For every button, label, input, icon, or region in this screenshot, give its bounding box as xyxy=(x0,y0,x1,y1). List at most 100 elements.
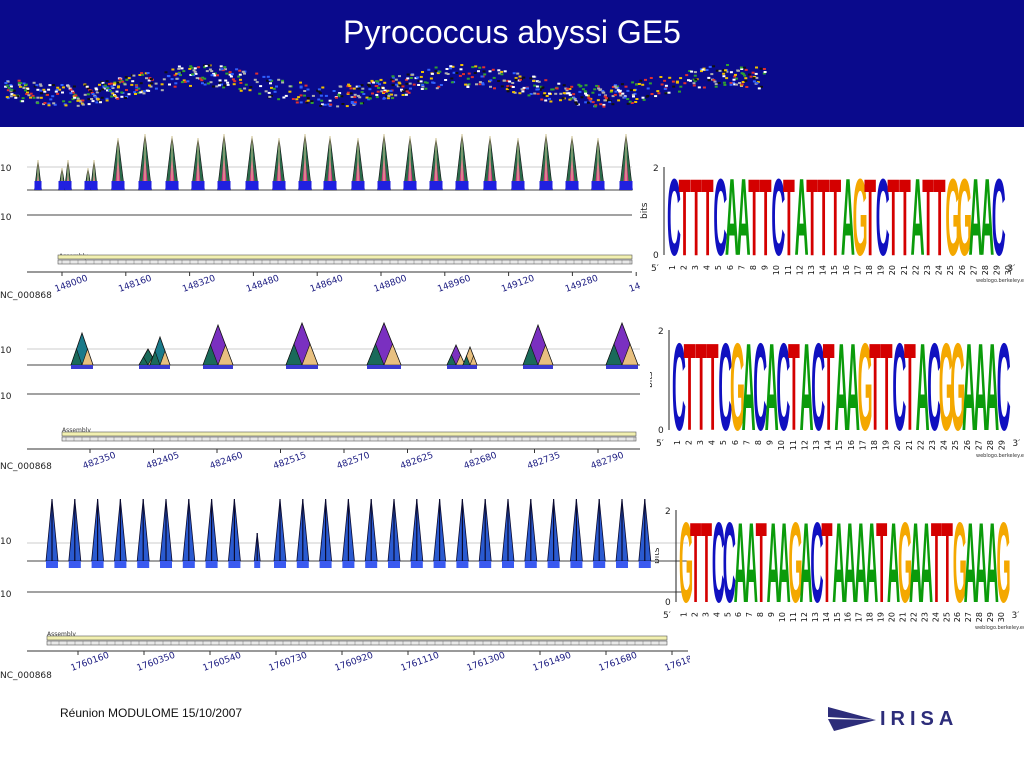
dna-fragment xyxy=(692,82,696,85)
dna-fragment xyxy=(16,95,20,98)
logo-letter: A xyxy=(832,500,845,627)
dna-fragment xyxy=(685,74,689,77)
dna-fragment xyxy=(478,81,482,84)
dna-fragment xyxy=(598,89,602,92)
dna-fragment xyxy=(516,72,520,75)
dna-fragment xyxy=(535,80,539,83)
logo-letter: T xyxy=(904,318,916,456)
dna-fragment xyxy=(150,82,153,85)
dna-fragment xyxy=(105,97,109,100)
logo-letter: A xyxy=(974,318,988,456)
dna-fragment xyxy=(736,69,740,72)
dna-fragment xyxy=(744,68,748,71)
dna-fragment xyxy=(421,85,425,88)
ruler-tick-label: 1761490 xyxy=(532,651,573,674)
dna-fragment xyxy=(637,83,641,85)
dna-fragment xyxy=(419,75,423,78)
dna-fragment xyxy=(180,81,184,84)
coverage-peak xyxy=(511,137,525,191)
dna-fragment xyxy=(324,94,328,97)
logo-letter: T xyxy=(823,318,835,456)
dna-fragment xyxy=(338,92,342,95)
logo-letter: A xyxy=(765,318,779,456)
logo-letter: A xyxy=(834,318,848,456)
dna-fragment xyxy=(572,93,576,96)
dna-fragment xyxy=(526,87,529,90)
dna-fragment xyxy=(539,85,543,88)
dna-fragment xyxy=(503,70,507,73)
dna-fragment xyxy=(633,92,637,95)
dna-fragment xyxy=(754,72,758,75)
dna-fragment xyxy=(489,79,493,82)
dna-fragment xyxy=(48,84,52,87)
dna-fragment xyxy=(346,92,350,95)
dna-fragment xyxy=(702,67,706,70)
dna-fragment xyxy=(529,77,533,80)
dna-fragment xyxy=(149,85,153,88)
coverage-peak xyxy=(410,498,424,568)
dna-fragment xyxy=(744,77,748,80)
logo-letter: A xyxy=(725,156,739,279)
dna-fragment xyxy=(272,87,276,90)
dna-fragment xyxy=(708,65,712,68)
dna-fragment xyxy=(562,84,566,87)
dna-fragment xyxy=(79,100,83,103)
dna-fragment xyxy=(692,84,696,87)
dna-fragment xyxy=(474,65,478,68)
logo-3prime: 3′ xyxy=(1012,611,1020,621)
logo-position: 26 xyxy=(953,612,962,622)
dna-fragment xyxy=(390,78,394,81)
dna-fragment xyxy=(404,88,408,91)
dna-fragment xyxy=(17,79,21,82)
ruler-tick-label: 14 xyxy=(628,281,640,294)
dna-fragment xyxy=(268,79,272,81)
logo-letter: T xyxy=(922,156,934,279)
dna-fragment xyxy=(630,102,634,104)
dna-fragment xyxy=(62,100,66,103)
dna-fragment xyxy=(415,76,419,79)
dna-fragment xyxy=(762,72,766,75)
logo-letter: T xyxy=(934,156,946,279)
dna-fragment xyxy=(588,98,592,101)
logo-position: 15 xyxy=(830,265,839,275)
dna-fragment xyxy=(452,71,456,74)
ruler-tick-label: 482680 xyxy=(463,451,499,472)
dna-fragment xyxy=(106,89,109,92)
dna-fragment xyxy=(723,70,727,73)
dna-fragment xyxy=(238,73,242,76)
logo-credit: weblogo.berkeley.edu xyxy=(975,625,1024,631)
dna-fragment xyxy=(10,93,14,96)
dna-fragment xyxy=(67,85,71,88)
logo-position: 1 xyxy=(668,265,677,270)
dna-fragment xyxy=(398,82,402,85)
contig-label: NC_000868 xyxy=(0,462,52,472)
dna-fragment xyxy=(208,68,212,71)
logo-position: 11 xyxy=(789,612,798,622)
dna-fragment xyxy=(587,96,591,99)
dna-fragment xyxy=(21,100,25,103)
dna-fragment xyxy=(417,80,421,83)
logo-position: 9 xyxy=(767,612,776,617)
dna-fragment xyxy=(216,74,219,77)
dna-fragment xyxy=(417,84,421,86)
dna-fragment xyxy=(544,79,548,82)
dna-fragment xyxy=(375,96,379,99)
logo-position: 7 xyxy=(737,265,746,270)
dna-fragment xyxy=(703,69,707,71)
dna-fragment xyxy=(39,84,43,87)
dna-fragment xyxy=(337,93,341,96)
dna-fragment xyxy=(367,98,371,101)
dna-fragment xyxy=(722,75,726,78)
contig-label: NC_000868 xyxy=(0,671,52,681)
dna-fragment xyxy=(445,68,449,70)
logo-position: 3 xyxy=(691,265,700,270)
dna-fragment xyxy=(763,71,767,73)
dna-fragment xyxy=(397,81,401,84)
dna-fragment xyxy=(705,69,709,71)
dna-fragment xyxy=(578,90,582,93)
dna-fragment xyxy=(238,69,242,72)
dna-fragment xyxy=(431,81,435,84)
logo-position: 27 xyxy=(969,265,978,275)
dna-fragment xyxy=(693,74,697,77)
dna-fragment xyxy=(604,97,608,100)
